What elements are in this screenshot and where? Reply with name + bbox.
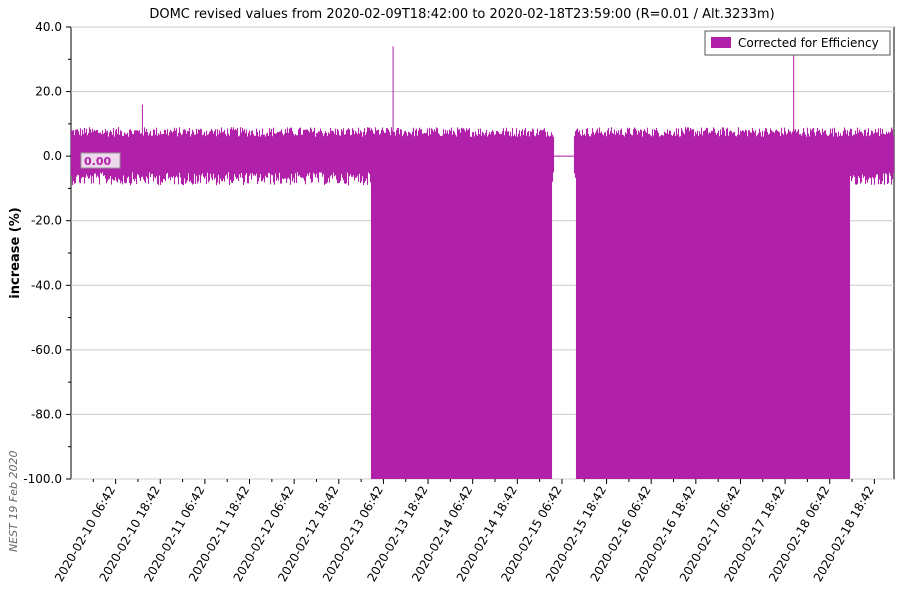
zero-annotation: 0.00 bbox=[80, 152, 121, 169]
y-tick-label: 0.0 bbox=[43, 149, 62, 163]
legend: Corrected for Efficiency bbox=[704, 30, 891, 56]
zero-annotation-label: 0.00 bbox=[84, 155, 111, 168]
y-axis: 40.0 20.0 0.0 -20.0 -40.0 -60.0 -80.0 -100.0 bbox=[23, 20, 71, 486]
series-corrected-for-efficiency bbox=[70, 46, 895, 479]
watermark: NEST 19 Feb 2020 bbox=[7, 451, 20, 552]
y-tick-label: 20.0 bbox=[35, 85, 62, 99]
y-tick-label: -20.0 bbox=[31, 214, 62, 228]
legend-swatch bbox=[711, 37, 731, 48]
legend-box bbox=[704, 30, 891, 56]
y-tick-label: -100.0 bbox=[23, 472, 62, 486]
legend-label: Corrected for Efficiency bbox=[738, 36, 879, 50]
y-tick-label: -40.0 bbox=[31, 278, 62, 292]
y-tick-label: -80.0 bbox=[31, 407, 62, 421]
y-axis-label: increase (%) bbox=[8, 207, 23, 298]
y-tick-label: -60.0 bbox=[31, 343, 62, 357]
chart-title: DOMC revised values from 2020-02-09T18:4… bbox=[149, 7, 774, 22]
series-bars bbox=[70, 127, 895, 479]
y-tick-label: 40.0 bbox=[35, 20, 62, 34]
